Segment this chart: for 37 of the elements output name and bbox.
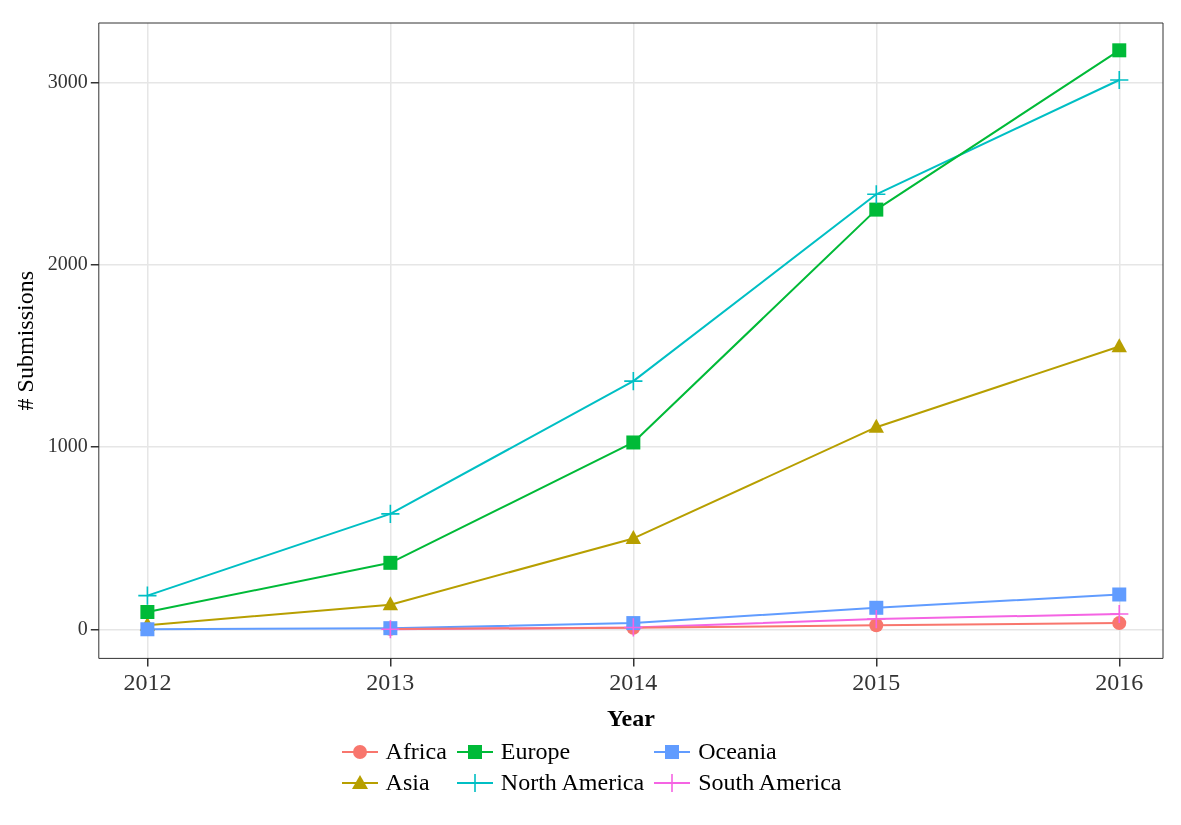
point (1109, 604, 1130, 624)
point (1111, 338, 1127, 353)
point (1112, 43, 1127, 58)
point (1109, 70, 1130, 90)
legend-label: Europe (500, 738, 571, 765)
y-tick-label: 3000 (47, 70, 88, 93)
point (866, 609, 887, 629)
point (869, 202, 884, 217)
point (626, 435, 641, 450)
legend-label: South America (698, 769, 842, 796)
y-tick-label: 0 (77, 616, 88, 639)
point (382, 596, 399, 611)
point (868, 418, 884, 433)
legend-label: North America (500, 769, 645, 796)
x-tick-label: 2016 (1095, 669, 1144, 696)
point (625, 530, 642, 545)
x-axis-title: Year (606, 704, 656, 731)
point (383, 555, 398, 570)
legend-label: Asia (385, 769, 430, 796)
y-axis-title: # Submissions (11, 271, 38, 411)
point (1112, 587, 1127, 602)
point (623, 371, 644, 392)
y-tick-label: 2000 (47, 252, 88, 275)
x-tick-label: 2012 (123, 669, 172, 696)
point (140, 622, 155, 637)
x-tick-label: 2014 (609, 669, 658, 696)
point (140, 604, 155, 619)
x-tick-label: 2013 (366, 669, 415, 696)
point (1112, 616, 1127, 631)
legend-label: Africa (385, 738, 447, 765)
x-tick-label: 2015 (852, 669, 901, 696)
y-tick-label: 1000 (47, 434, 88, 457)
point (137, 585, 158, 606)
point (869, 600, 884, 615)
point (866, 184, 887, 205)
point (380, 503, 401, 524)
legend-label: Oceania (698, 738, 777, 765)
